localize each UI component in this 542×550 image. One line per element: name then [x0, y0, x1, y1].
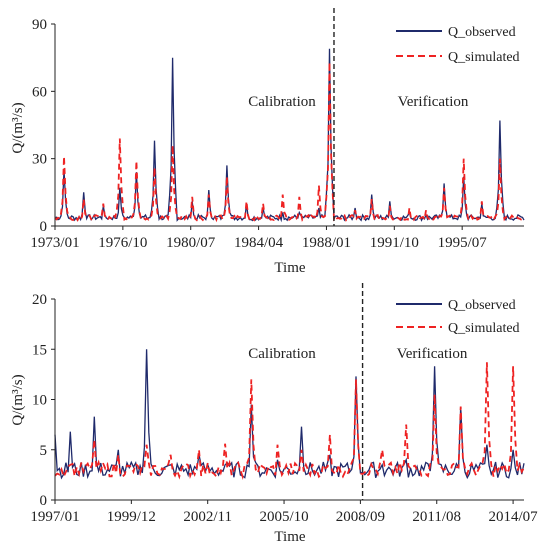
- top-chart: 0 30 60 90 1973/01 1976/10 1980/07 1984/04 1988…: [10, 8, 525, 276]
- x-tick-label: 1976/10: [98, 235, 147, 251]
- y-tick-label: 10: [32, 393, 47, 409]
- x-tick-label: 1991/10: [370, 235, 419, 251]
- y-tick-label: 30: [32, 152, 47, 168]
- y-tick-label: 20: [32, 292, 47, 308]
- top-y-ticks: 0 30 60 90: [32, 17, 55, 235]
- series-line-q-observed: [54, 48, 525, 223]
- bottom-legend: Q_observed Q_simulated: [396, 298, 520, 336]
- bottom-x-axis-title: Time: [274, 529, 305, 545]
- x-tick-label: 2011/08: [412, 509, 461, 525]
- x-tick-label: 1997/01: [30, 509, 79, 525]
- top-series-q-observed: [54, 48, 525, 223]
- y-tick-label: 5: [40, 443, 48, 459]
- x-tick-label: 1973/01: [30, 235, 79, 251]
- top-x-axis-title: Time: [274, 260, 305, 276]
- bottom-legend-label-observed: Q_observed: [448, 298, 516, 313]
- bottom-series-q-simulated: [54, 362, 525, 481]
- x-tick-label: 1995/07: [438, 235, 488, 251]
- x-tick-label: 2005/10: [259, 509, 308, 525]
- top-annotation-calibration: Calibration: [248, 94, 316, 110]
- bottom-x-ticks: 1997/01 1999/12 2002/11 2005/10 2008/09 2011/…: [30, 500, 538, 525]
- top-legend-label-observed: Q_observed: [448, 25, 516, 40]
- bottom-series-q-observed: [54, 349, 525, 480]
- x-tick-label: 2014/07: [489, 509, 539, 525]
- top-y-axis-title: Q/(m³/s): [10, 102, 26, 153]
- bottom-annotation-calibration: Calibration: [248, 346, 316, 362]
- bottom-y-ticks: 0 5 10 15 20: [32, 292, 55, 509]
- top-legend-label-simulated: Q_simulated: [448, 50, 520, 65]
- x-tick-label: 1980/07: [166, 235, 216, 251]
- bottom-y-axis-title: Q/(m³/s): [10, 374, 26, 425]
- bottom-annotation-verification: Verification: [397, 346, 468, 362]
- top-annotation-verification: Verification: [398, 94, 469, 110]
- y-tick-label: 60: [32, 84, 47, 100]
- x-tick-label: 2008/09: [336, 509, 385, 525]
- y-tick-label: 0: [40, 493, 48, 509]
- y-tick-label: 90: [32, 17, 47, 33]
- top-legend: Q_observed Q_simulated: [396, 25, 520, 65]
- bottom-chart: 0 5 10 15 20 1997/01 1999/12 2002/11 2005/10 200…: [10, 283, 538, 545]
- series-line-q-simulated: [54, 362, 525, 481]
- top-series-q-simulated: [54, 62, 525, 223]
- series-line-q-simulated: [54, 62, 525, 223]
- x-tick-label: 2002/11: [183, 509, 232, 525]
- top-x-ticks: 1973/01 1976/10 1980/07 1984/04 1988/01 1991/…: [30, 226, 487, 251]
- x-tick-label: 1999/12: [107, 509, 156, 525]
- bottom-legend-label-simulated: Q_simulated: [448, 321, 520, 336]
- x-tick-label: 1988/01: [302, 235, 351, 251]
- y-tick-label: 15: [32, 342, 47, 358]
- y-tick-label: 0: [40, 219, 48, 235]
- x-tick-label: 1984/04: [234, 235, 284, 251]
- series-line-q-observed: [54, 349, 525, 480]
